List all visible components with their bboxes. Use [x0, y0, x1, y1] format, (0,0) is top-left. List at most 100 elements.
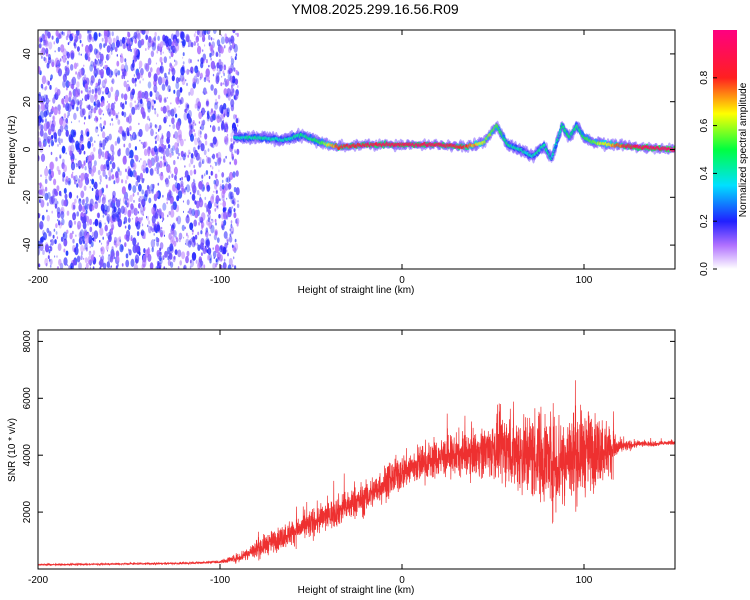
noise-blob	[177, 129, 182, 139]
noise-blob	[186, 82, 188, 87]
noise-blob	[218, 157, 222, 163]
noise-blob	[49, 245, 51, 249]
noise-blob	[128, 142, 132, 149]
noise-blob	[236, 124, 239, 127]
noise-blob	[115, 35, 119, 43]
noise-blob	[47, 31, 51, 39]
noise-blob	[73, 42, 76, 47]
noise-blob	[68, 91, 73, 99]
noise-blob	[237, 200, 239, 203]
noise-blob	[102, 99, 105, 104]
noise-blob	[99, 46, 102, 51]
noise-blob	[223, 45, 226, 49]
noise-blob	[221, 194, 225, 202]
noise-blob	[215, 195, 220, 203]
noise-blob	[201, 179, 203, 182]
noise-blob	[80, 244, 84, 253]
noise-blob	[78, 203, 83, 212]
noise-blob	[233, 43, 238, 53]
noise-blob	[143, 193, 148, 202]
noise-blob	[235, 32, 237, 36]
noise-blob	[221, 223, 225, 231]
noise-blob	[205, 237, 210, 246]
noise-blob	[230, 143, 234, 150]
noise-blob	[173, 240, 177, 247]
noise-blob	[110, 154, 115, 162]
noise-blob	[215, 76, 220, 85]
noise-blob	[184, 165, 186, 168]
noise-blob	[59, 63, 61, 67]
noise-blob	[49, 161, 54, 171]
noise-blob	[210, 195, 215, 204]
noise-blob	[147, 81, 152, 89]
noise-blob	[184, 138, 186, 142]
noise-blob	[48, 144, 51, 148]
noise-blob	[174, 43, 180, 52]
noise-blob	[225, 136, 229, 142]
noise-blob	[103, 66, 105, 70]
noise-blob	[191, 181, 196, 190]
noise-blob	[172, 222, 176, 230]
noise-blob	[214, 208, 217, 212]
noise-blob	[65, 152, 67, 155]
noise-blob	[233, 201, 236, 206]
noise-blob	[47, 230, 51, 237]
noise-blob	[62, 177, 65, 182]
noise-blob	[226, 236, 229, 243]
noise-blob	[109, 122, 112, 126]
noise-blob	[218, 70, 221, 75]
noise-blob	[157, 148, 159, 153]
noise-blob	[157, 35, 160, 41]
noise-blob	[210, 142, 214, 148]
noise-blob	[214, 202, 217, 207]
noise-blob	[98, 153, 101, 160]
noise-blob	[98, 189, 103, 198]
noise-blob	[103, 85, 105, 89]
noise-blob	[46, 214, 50, 222]
noise-blob	[122, 43, 126, 50]
noise-blob	[141, 210, 143, 213]
noise-blob	[197, 145, 200, 150]
noise-blob	[108, 170, 112, 177]
noise-blob	[70, 52, 75, 60]
noise-blob	[148, 159, 153, 169]
noise-blob	[114, 95, 118, 102]
noise-blob	[203, 149, 207, 156]
noise-blob	[134, 83, 137, 87]
noise-blob	[97, 134, 99, 137]
noise-blob	[96, 60, 100, 66]
noise-blob	[124, 70, 128, 77]
noise-blob	[230, 63, 234, 71]
noise-blob	[83, 185, 87, 191]
noise-blob	[142, 78, 144, 81]
noise-blob	[190, 59, 192, 64]
noise-blob	[86, 131, 90, 137]
noise-blob	[109, 202, 113, 208]
noise-blob	[96, 48, 99, 54]
noise-blob	[72, 95, 77, 105]
noise-blob	[102, 125, 105, 130]
noise-blob	[172, 45, 176, 54]
noise-blob	[189, 169, 193, 176]
noise-blob	[186, 214, 189, 218]
noise-blob	[103, 43, 106, 48]
noise-blob	[144, 96, 146, 100]
noise-blob	[138, 95, 141, 99]
noise-blob	[201, 212, 206, 221]
noise-blob	[183, 265, 186, 269]
noise-blob	[202, 39, 204, 43]
noise-blob	[144, 123, 150, 132]
noise-blob	[95, 82, 98, 88]
noise-blob	[134, 35, 137, 40]
noise-blob	[158, 94, 163, 103]
noise-blob	[97, 81, 100, 86]
noise-blob	[60, 236, 64, 242]
noise-blob	[113, 206, 117, 213]
noise-blob	[118, 236, 122, 242]
noise-blob	[130, 48, 132, 53]
noise-blob	[119, 170, 122, 176]
noise-blob	[175, 217, 178, 222]
noise-blob	[94, 238, 96, 243]
noise-blob	[173, 160, 176, 165]
noise-blob	[50, 123, 55, 132]
